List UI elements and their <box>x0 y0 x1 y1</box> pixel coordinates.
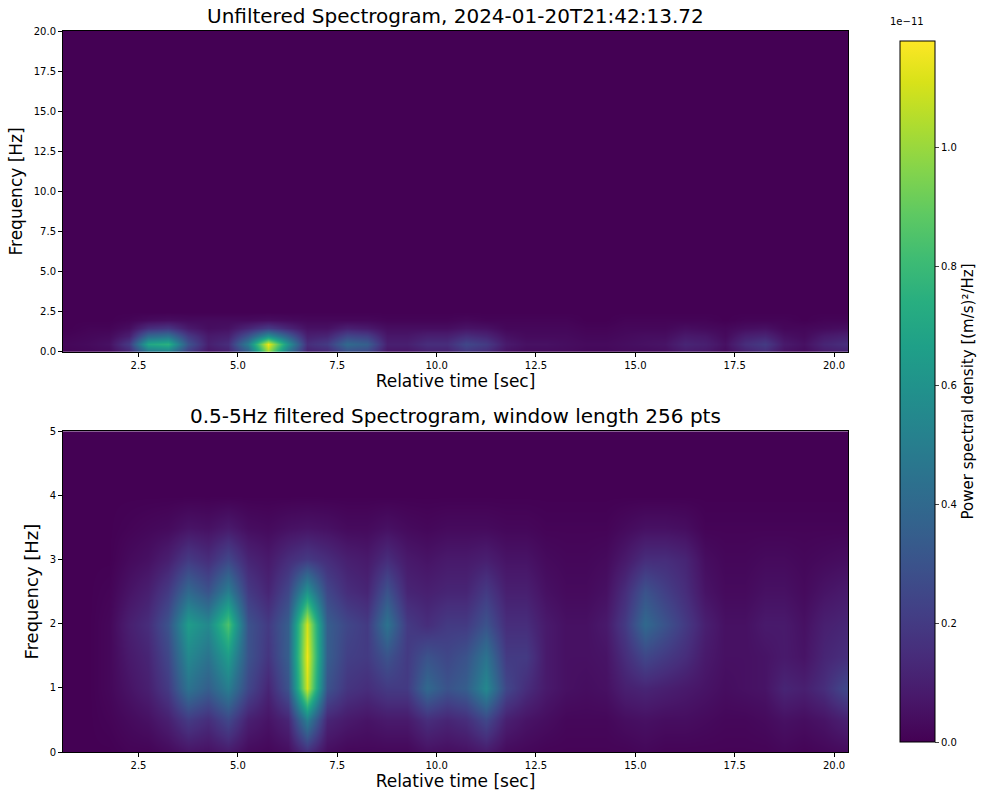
svg-text:3: 3 <box>50 554 56 565</box>
svg-text:7.5: 7.5 <box>329 360 345 371</box>
svg-text:12.5: 12.5 <box>525 760 547 771</box>
svg-text:0.0: 0.0 <box>941 737 957 748</box>
svg-text:10.0: 10.0 <box>425 760 447 771</box>
svg-text:4: 4 <box>50 490 56 501</box>
svg-text:5.0: 5.0 <box>230 360 246 371</box>
svg-text:2.5: 2.5 <box>40 306 56 317</box>
svg-text:1.0: 1.0 <box>941 142 957 153</box>
svg-text:20.0: 20.0 <box>823 760 845 771</box>
svg-text:2.5: 2.5 <box>131 360 147 371</box>
svg-text:Frequency [Hz]: Frequency [Hz] <box>6 127 26 255</box>
svg-text:12.5: 12.5 <box>525 360 547 371</box>
svg-text:20.0: 20.0 <box>34 26 56 37</box>
svg-text:15.0: 15.0 <box>624 760 646 771</box>
svg-text:1: 1 <box>50 682 56 693</box>
svg-text:2: 2 <box>50 618 56 629</box>
svg-text:10.0: 10.0 <box>34 186 56 197</box>
svg-text:12.5: 12.5 <box>34 146 56 157</box>
svg-text:5: 5 <box>50 426 56 437</box>
svg-text:5.0: 5.0 <box>230 760 246 771</box>
svg-text:0: 0 <box>50 747 56 758</box>
svg-text:17.5: 17.5 <box>34 66 56 77</box>
svg-text:1e−11: 1e−11 <box>890 16 924 27</box>
svg-text:15.0: 15.0 <box>624 360 646 371</box>
svg-text:15.0: 15.0 <box>34 106 56 117</box>
svg-text:5.0: 5.0 <box>40 266 56 277</box>
svg-text:Unfiltered Spectrogram, 2024-0: Unfiltered Spectrogram, 2024-01-20T21:42… <box>207 4 704 28</box>
svg-text:0.8: 0.8 <box>941 261 957 272</box>
svg-text:Frequency [Hz]: Frequency [Hz] <box>21 524 42 660</box>
svg-text:0.4: 0.4 <box>941 499 957 510</box>
svg-text:0.0: 0.0 <box>40 346 56 357</box>
svg-text:20.0: 20.0 <box>823 360 845 371</box>
svg-text:0.6: 0.6 <box>941 380 957 391</box>
svg-text:2.5: 2.5 <box>131 760 147 771</box>
svg-text:0.2: 0.2 <box>941 618 957 629</box>
svg-text:7.5: 7.5 <box>329 760 345 771</box>
svg-text:Relative time [sec]: Relative time [sec] <box>376 771 536 791</box>
svg-text:10.0: 10.0 <box>425 360 447 371</box>
svg-text:7.5: 7.5 <box>40 226 56 237</box>
svg-text:Power spectral density [(m/s)²: Power spectral density [(m/s)²/Hz] <box>959 264 977 520</box>
svg-text:0.5-5Hz filtered Spectrogram,: 0.5-5Hz filtered Spectrogram, window len… <box>190 404 721 428</box>
svg-text:17.5: 17.5 <box>724 360 746 371</box>
svg-text:Relative time [sec]: Relative time [sec] <box>376 371 536 391</box>
svg-text:17.5: 17.5 <box>724 760 746 771</box>
